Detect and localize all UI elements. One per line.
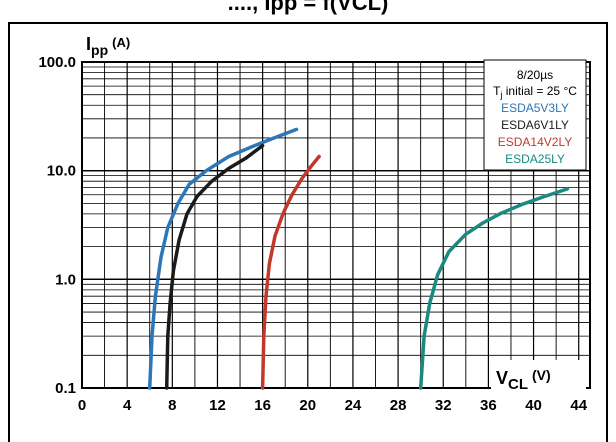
- series-line-esda5v3ly: [147, 127, 299, 390]
- legend-series-esda14v2ly: ESDA14V2LY: [498, 135, 573, 149]
- y-tick-labels: 100.0 10.0 1.0 0.1: [38, 54, 76, 397]
- x-tick-label: 16: [254, 397, 271, 414]
- x-axis-label: VCL(V): [496, 367, 551, 393]
- y-tick-label: 100.0: [38, 54, 76, 71]
- x-tick-label: 24: [345, 397, 362, 414]
- x-tick-label: 40: [525, 397, 542, 414]
- y-tick-label: 1.0: [55, 271, 76, 288]
- legend-series-esda25ly: ESDA25LY: [505, 152, 565, 166]
- x-tick-label: 28: [390, 397, 407, 414]
- plot-border: [81, 61, 591, 389]
- x-tick-label: 36: [480, 397, 497, 414]
- header-fragment: ...., Ipp = f(VCL): [227, 0, 389, 15]
- y-tick-label: 0.1: [55, 380, 76, 397]
- series-line-esda25ly: [418, 187, 570, 390]
- x-tick-labels: 0 4 8 12 16 20 24 28 32 36 40 44: [78, 397, 588, 414]
- chart-frame: [8, 22, 608, 442]
- x-tick-label: 32: [435, 397, 452, 414]
- series-lines: [147, 127, 570, 390]
- x-tick-label: 20: [299, 397, 316, 414]
- x-tick-label: 44: [570, 397, 587, 414]
- series-line-esda14v2ly: [260, 154, 321, 390]
- x-tick-label: 8: [168, 397, 176, 414]
- legend-series-esda5v3ly: ESDA5V3LY: [501, 101, 569, 115]
- legend-temp: Tj initial = 25 °C: [493, 84, 577, 100]
- y-tick-label: 10.0: [47, 163, 76, 180]
- x-tick-label: 0: [78, 397, 86, 414]
- legend: 8/20µs Tj initial = 25 °C ESDA5V3LY ESDA…: [483, 59, 587, 171]
- legend-series-esda6v1ly: ESDA6V1LY: [501, 118, 569, 132]
- x-tick-label: 4: [123, 397, 132, 414]
- x-tick-label: 12: [209, 397, 226, 414]
- series-line-esda6v1ly: [164, 143, 265, 390]
- legend-pulse: 8/20µs: [517, 68, 553, 82]
- y-axis-label: Ipp (A): [86, 34, 130, 58]
